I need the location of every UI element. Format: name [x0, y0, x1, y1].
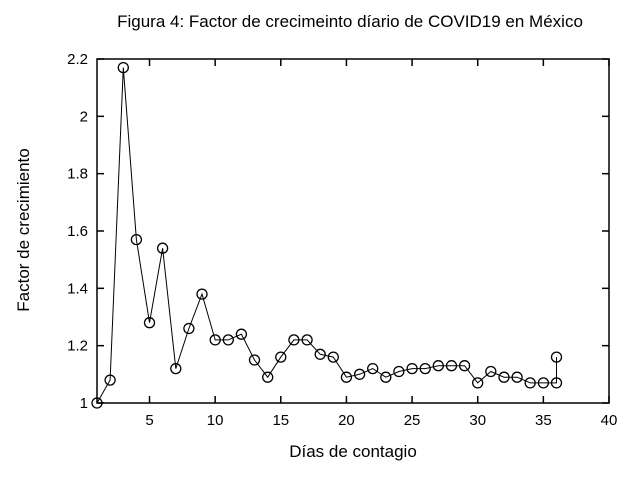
data-point [117, 61, 129, 74]
data-point [537, 377, 550, 389]
x-tick-label: 5 [145, 412, 153, 429]
x-tick-label: 30 [469, 412, 486, 429]
data-point [301, 334, 313, 346]
data-point [472, 377, 484, 389]
x-tick-label: 15 [272, 412, 289, 429]
data-point [314, 348, 326, 360]
data-point [104, 374, 116, 386]
data-point [367, 362, 379, 375]
data-point [511, 371, 523, 383]
data-point [130, 233, 143, 246]
data-point [419, 362, 431, 375]
data-point [406, 362, 418, 375]
y-tick-label: 1.8 [67, 166, 88, 183]
data-point [327, 351, 339, 363]
data-point [458, 360, 471, 372]
data-point [170, 362, 182, 375]
data-point [353, 368, 366, 380]
data-line [96, 67, 557, 404]
data-point [432, 360, 444, 372]
data-point [550, 377, 563, 389]
data-point [445, 360, 458, 372]
data-point [209, 334, 221, 346]
data-point [91, 397, 103, 409]
data-point [262, 371, 274, 383]
data-point [288, 334, 300, 346]
data-point [143, 317, 156, 329]
data-point [340, 371, 353, 383]
y-tick-label: 2 [80, 108, 88, 125]
y-tick-label: 1 [80, 395, 88, 412]
y-tick-label: 2.2 [67, 51, 88, 68]
chart-title: Figura 4: Factor de crecimeinto díario d… [117, 12, 583, 31]
x-axis-label: Días de contagio [289, 442, 417, 461]
data-point [222, 334, 234, 346]
data-point [524, 377, 536, 389]
y-tick-label: 1.6 [67, 223, 88, 240]
data-point [550, 351, 563, 363]
x-tick-label: 20 [338, 412, 355, 429]
data-point [485, 365, 497, 378]
y-tick-label: 1.2 [67, 338, 88, 355]
y-tick-label: 1.4 [67, 280, 88, 297]
x-tick-label: 10 [207, 412, 224, 429]
data-point [380, 371, 392, 383]
x-tick-label: 25 [404, 412, 421, 429]
x-tick-label: 35 [535, 412, 552, 429]
data-point [275, 351, 287, 363]
data-point [393, 365, 405, 378]
data-point [498, 371, 510, 383]
data-point [248, 354, 261, 366]
data-point [183, 322, 195, 335]
data-point [235, 328, 248, 340]
data-point [196, 288, 208, 300]
x-tick-label: 40 [601, 412, 618, 429]
data-point [156, 242, 169, 254]
